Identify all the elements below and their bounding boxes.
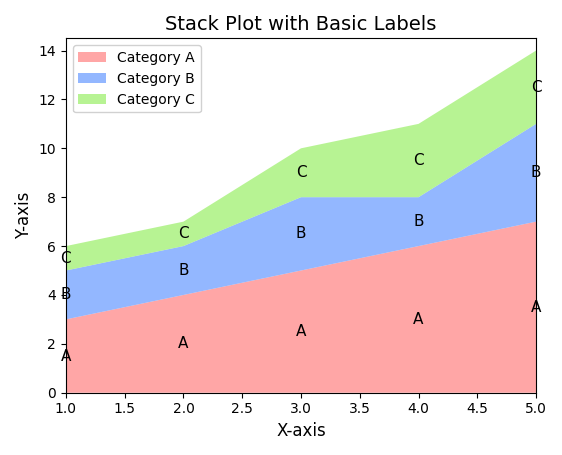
Text: A: A (531, 300, 541, 315)
X-axis label: X-axis: X-axis (276, 422, 326, 440)
Text: C: C (178, 226, 189, 241)
Legend: Category A, Category B, Category C: Category A, Category B, Category C (73, 46, 201, 112)
Text: A: A (178, 336, 189, 351)
Text: B: B (61, 288, 71, 303)
Text: A: A (61, 349, 71, 364)
Text: C: C (296, 165, 306, 180)
Text: C: C (61, 251, 71, 266)
Text: B: B (531, 165, 541, 180)
Text: C: C (413, 153, 424, 168)
Text: A: A (296, 324, 306, 339)
Text: B: B (178, 263, 189, 278)
Text: C: C (531, 80, 541, 95)
Text: B: B (413, 214, 424, 229)
Text: B: B (296, 226, 306, 241)
Y-axis label: Y-axis: Y-axis (15, 192, 33, 239)
Title: Stack Plot with Basic Labels: Stack Plot with Basic Labels (165, 15, 437, 34)
Text: A: A (413, 312, 424, 327)
